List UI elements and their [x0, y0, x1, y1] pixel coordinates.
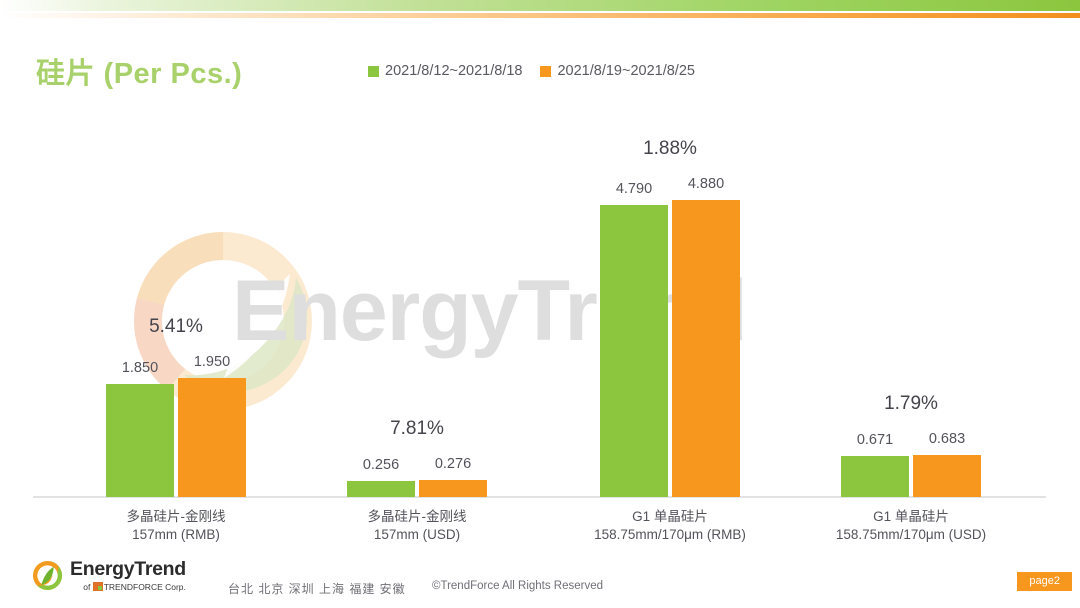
chart-legend: 2021/8/12~2021/8/18 2021/8/19~2021/8/25: [368, 63, 695, 79]
bar-series-2-group-1[interactable]: [178, 378, 246, 497]
top-accent-bar-green: [0, 0, 1080, 11]
energytrend-logo: EnergyTrend of TRENDFORCE Corp.: [32, 558, 186, 592]
legend-swatch-icon-green: [368, 65, 379, 77]
category-label-line: 多晶硅片-金刚线: [126, 509, 226, 524]
bar-series-1-group-2[interactable]: [347, 481, 415, 497]
category-label-group-1: 多晶硅片-金刚线 157mm (RMB): [46, 508, 306, 544]
category-label-line: G1 单晶硅片: [873, 509, 949, 524]
top-accent-bar-orange: [0, 13, 1080, 18]
energytrend-logo-icon: [32, 560, 63, 591]
legend-label-series-1: 2021/8/12~2021/8/18: [385, 63, 523, 79]
category-label-line: 157mm (RMB): [132, 527, 220, 543]
change-percent-label-group-1: 5.41%: [149, 316, 203, 338]
change-percent-label-group-2: 7.81%: [390, 418, 444, 440]
category-label-group-4: G1 单晶硅片 158.75mm/170μm (USD): [781, 508, 1041, 544]
bar-value-label-series-2-group-4: 0.683: [928, 431, 966, 448]
bar-value-label-series-2-group-3: 4.880: [687, 175, 725, 192]
bar-series-2-group-2[interactable]: [419, 480, 487, 497]
page-number-badge: page2: [1017, 572, 1072, 591]
bar-series-2-group-4[interactable]: [913, 455, 981, 497]
category-label-line: 多晶硅片-金刚线: [367, 509, 467, 524]
bar-series-2-group-3[interactable]: [672, 199, 740, 497]
footer: EnergyTrend of TRENDFORCE Corp. 台北 北京 深圳…: [0, 554, 1080, 608]
footer-cities: 台北 北京 深圳 上海 福建 安徽: [228, 582, 406, 596]
trendforce-mark-icon: [92, 581, 103, 591]
bar-series-1-group-4[interactable]: [841, 456, 909, 497]
logo-sub-prefix: of: [83, 581, 91, 592]
logo-sub-brand: TRENDFORCE Corp.: [103, 581, 186, 592]
legend-label-series-2: 2021/8/19~2021/8/25: [557, 63, 695, 79]
change-percent-label-group-3: 1.88%: [643, 137, 697, 159]
energytrend-logo-text: EnergyTrend of TRENDFORCE Corp.: [70, 558, 186, 592]
bar-value-label-series-2-group-1: 1.950: [193, 354, 231, 371]
logo-main-text: EnergyTrend: [70, 558, 186, 580]
bar-value-label-series-1-group-4: 0.671: [856, 432, 894, 449]
legend-item-series-1[interactable]: 2021/8/12~2021/8/18: [368, 63, 522, 79]
bar-value-label-series-1-group-1: 1.850: [121, 360, 159, 377]
category-label-group-3: G1 单晶硅片 158.75mm/170μm (RMB): [540, 508, 800, 544]
bar-value-label-series-2-group-2: 0.276: [434, 456, 472, 473]
logo-sub-text: of TRENDFORCE Corp.: [70, 581, 186, 592]
bar-series-1-group-3[interactable]: [600, 205, 668, 497]
page-title: 硅片 (Per Pcs.): [36, 58, 243, 90]
category-label-group-2: 多晶硅片-金刚线 157mm (USD): [287, 508, 547, 544]
category-label-line: 158.75mm/170μm (USD): [835, 527, 987, 543]
legend-item-series-2[interactable]: 2021/8/19~2021/8/25: [540, 63, 695, 79]
footer-copyright: ©TrendForce All Rights Reserved: [432, 580, 604, 592]
bar-series-1-group-1[interactable]: [106, 384, 174, 497]
category-label-line: 158.75mm/170μm (RMB): [594, 527, 746, 543]
category-label-line: 157mm (USD): [373, 527, 461, 543]
change-percent-label-group-4: 1.79%: [884, 393, 938, 415]
bar-value-label-series-1-group-3: 4.790: [615, 181, 653, 198]
bar-value-label-series-1-group-2: 0.256: [362, 457, 400, 474]
legend-swatch-icon-orange: [540, 65, 552, 77]
category-label-line: G1 单晶硅片: [632, 509, 708, 524]
chart-baseline-axis: [33, 496, 1046, 498]
